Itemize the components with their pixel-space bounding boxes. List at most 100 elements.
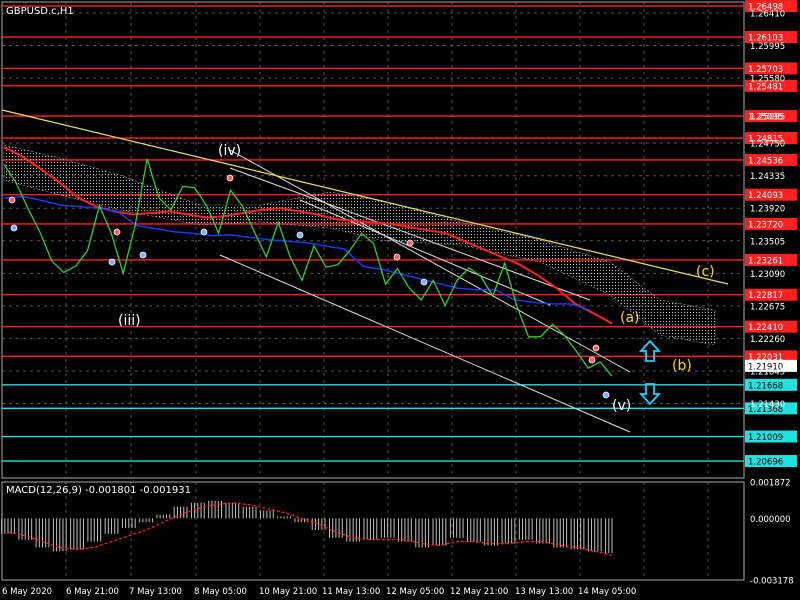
grid	[1, 1, 745, 581]
level-label: 1.22817	[748, 291, 783, 301]
level-label: 1.21668	[748, 381, 783, 391]
macd-panel	[1, 500, 613, 556]
y-tick-label: 1.25095	[750, 113, 785, 123]
cloud-area	[3, 144, 716, 346]
x-tick-label: 12 May 21:00	[450, 587, 508, 597]
level-tag	[745, 153, 797, 166]
channel-line	[219, 254, 631, 433]
level-label: 1.24536	[748, 156, 783, 166]
level-tag	[745, 402, 797, 415]
y-tick-label: 1.23505	[750, 237, 785, 247]
macd-signal-line	[7, 502, 613, 556]
x-tick-label: 14 May 05:00	[578, 587, 636, 597]
y-tick-label: 1.25995	[750, 42, 785, 52]
channel-line	[229, 167, 591, 301]
fractal-up-marker	[113, 228, 121, 236]
up-arrow-icon	[638, 339, 662, 362]
fractal-up-marker	[8, 196, 16, 204]
wave-label: (b)	[672, 358, 692, 374]
current-price-label: 1.21910	[748, 362, 783, 372]
y-tick-label: 1.24750	[750, 140, 785, 150]
y-tick-label: 1.26410	[750, 9, 785, 19]
x-tick-label: 13 May 13:00	[515, 587, 573, 597]
moving-average-blue	[3, 195, 591, 311]
level-tag	[745, 0, 797, 13]
level-label: 1.23261	[748, 256, 783, 266]
wave-label: (v)	[612, 398, 631, 414]
y-tick-label: 1.24335	[750, 172, 785, 182]
fractal-up-marker	[393, 253, 401, 261]
symbol-label: GBPUSD.c,H1	[6, 6, 74, 17]
level-label: 1.22410	[748, 323, 783, 333]
y-tick-label: 1.22260	[750, 335, 785, 345]
axes: 0.0018720.000000-0.0031781.264101.259951…	[2, 9, 794, 597]
macd-y-tick-label: 0.001872	[750, 479, 791, 489]
price-line	[3, 158, 613, 377]
fractal-down-marker	[200, 228, 208, 236]
fractal-down-marker	[296, 231, 304, 239]
wave-label: (c)	[696, 264, 715, 280]
fractal-up-marker	[592, 344, 600, 352]
wave-label: (a)	[620, 310, 640, 326]
level-tag	[745, 188, 797, 201]
resistance-trendline	[1, 109, 729, 285]
fractal-down-marker	[10, 224, 18, 232]
level-label: 1.26498	[748, 3, 783, 13]
fractal-down-marker	[108, 258, 116, 266]
level-label: 1.20696	[748, 458, 783, 468]
price-series: 1.21910	[3, 146, 797, 377]
fractal-down-marker	[602, 391, 610, 399]
level-tag	[745, 217, 797, 230]
horizontal-levels: 1.26498 1.26103 1.25703 1.25481 1.25095 1.248…	[2, 0, 797, 468]
level-label: 1.21009	[748, 433, 783, 443]
x-tick-label: 11 May 13:00	[322, 587, 380, 597]
y-tick-label: 1.23920	[750, 205, 785, 215]
fractal-down-marker	[139, 251, 147, 259]
level-tag	[745, 350, 797, 363]
y-tick-label: 1.22675	[750, 302, 785, 312]
level-label: 1.25481	[748, 82, 783, 92]
down-arrow-icon	[638, 383, 662, 406]
x-tick-label: 7 May 13:00	[129, 587, 182, 597]
trend-channels	[1, 109, 729, 433]
fractal-up-marker	[588, 356, 596, 364]
level-label: 1.24093	[748, 191, 783, 201]
wave-label: (iii)	[118, 313, 141, 329]
x-tick-label: 8 May 05:00	[194, 587, 247, 597]
level-label: 1.24815	[748, 135, 783, 145]
fractal-markers	[8, 174, 610, 399]
ichimoku-cloud	[3, 144, 716, 346]
y-tick-label: 1.21845	[750, 367, 785, 377]
level-tag	[745, 62, 797, 75]
level-tag	[745, 455, 797, 468]
level-label: 1.26103	[748, 34, 783, 44]
x-tick-label: 6 May 2020	[2, 587, 52, 597]
current-price-tag	[745, 359, 797, 372]
x-tick-label: 10 May 21:00	[259, 587, 317, 597]
level-tag	[745, 31, 797, 44]
macd-y-tick-label: -0.003178	[750, 577, 794, 587]
wave-labels: (iii) (iv) (v) (a) (b) (c)	[118, 143, 715, 414]
level-tag	[745, 378, 797, 391]
level-tag	[745, 288, 797, 301]
channel-line	[299, 199, 551, 306]
level-label: 1.23720	[748, 220, 783, 230]
x-tick-label: 6 May 21:00	[66, 587, 119, 597]
signal-arrows	[638, 339, 662, 406]
level-label: 1.25703	[748, 65, 783, 75]
level-tag	[745, 253, 797, 266]
y-tick-label: 1.23090	[750, 270, 785, 280]
wave-label: (iv)	[218, 143, 241, 159]
level-label: 1.21368	[748, 405, 783, 415]
level-label: 1.25095	[748, 113, 783, 123]
x-tick-label: 12 May 05:00	[386, 587, 444, 597]
fractal-up-marker	[226, 174, 234, 182]
macd-label: MACD(12,26,9) -0.001801 -0.001931	[6, 485, 191, 496]
level-tag	[745, 110, 797, 123]
macd-y-tick-label: 0.000000	[750, 515, 791, 525]
macd-frame	[1, 481, 745, 581]
y-tick-label: 1.21430	[750, 400, 785, 410]
level-tag	[745, 320, 797, 333]
y-tick-label: 1.25580	[750, 75, 785, 85]
